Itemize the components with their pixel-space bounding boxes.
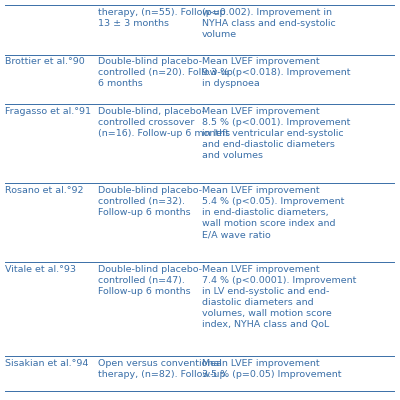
Text: therapy, (n=55). Follow-up
13 ± 3 months: therapy, (n=55). Follow-up 13 ± 3 months bbox=[98, 8, 226, 28]
Text: Double-blind placebo-
controlled (n=20). Follow-up
6 months: Double-blind placebo- controlled (n=20).… bbox=[98, 57, 233, 88]
Text: Sisakian et al.°94: Sisakian et al.°94 bbox=[5, 358, 89, 368]
Text: Rosano et al.°92: Rosano et al.°92 bbox=[5, 186, 84, 195]
Text: Open versus conventional
therapy, (n=82). Follow-up: Open versus conventional therapy, (n=82)… bbox=[98, 358, 226, 379]
Text: Double-blind placebo-
controlled (n=47).
Follow-up 6 months: Double-blind placebo- controlled (n=47).… bbox=[98, 265, 202, 296]
Text: Mean LVEF improvement
5.4 % (p<0.05). Improvement
in end-diastolic diameters,
wa: Mean LVEF improvement 5.4 % (p<0.05). Im… bbox=[202, 186, 344, 239]
Text: Mean LVEF improvement
3.5 % (p=0.05) Improvement: Mean LVEF improvement 3.5 % (p=0.05) Imp… bbox=[202, 358, 341, 379]
Text: (p=0.002). Improvement in
NYHA class and end-systolic
volume: (p=0.002). Improvement in NYHA class and… bbox=[202, 8, 335, 39]
Text: Fragasso et al.°91: Fragasso et al.°91 bbox=[5, 107, 91, 116]
Text: Brottier et al.°90: Brottier et al.°90 bbox=[5, 57, 85, 66]
Text: Mean LVEF improvement
7.4 % (p<0.0001). Improvement
in LV end-systolic and end-
: Mean LVEF improvement 7.4 % (p<0.0001). … bbox=[202, 265, 356, 329]
Text: Double-blind placebo-
controlled (n=32).
Follow-up 6 months: Double-blind placebo- controlled (n=32).… bbox=[98, 186, 202, 217]
Text: Double-blind, placebo-
controlled crossover
(n=16). Follow-up 6 months: Double-blind, placebo- controlled crosso… bbox=[98, 107, 231, 138]
Text: Vitale et al.°93: Vitale et al.°93 bbox=[5, 265, 76, 274]
Text: Mean LVEF improvement
9.3 % (p<0.018). Improvement
in dyspnoea: Mean LVEF improvement 9.3 % (p<0.018). I… bbox=[202, 57, 350, 88]
Text: Mean LVEF improvement
8.5 % (p<0.001). Improvement
in left ventricular end-systo: Mean LVEF improvement 8.5 % (p<0.001). I… bbox=[202, 107, 350, 160]
